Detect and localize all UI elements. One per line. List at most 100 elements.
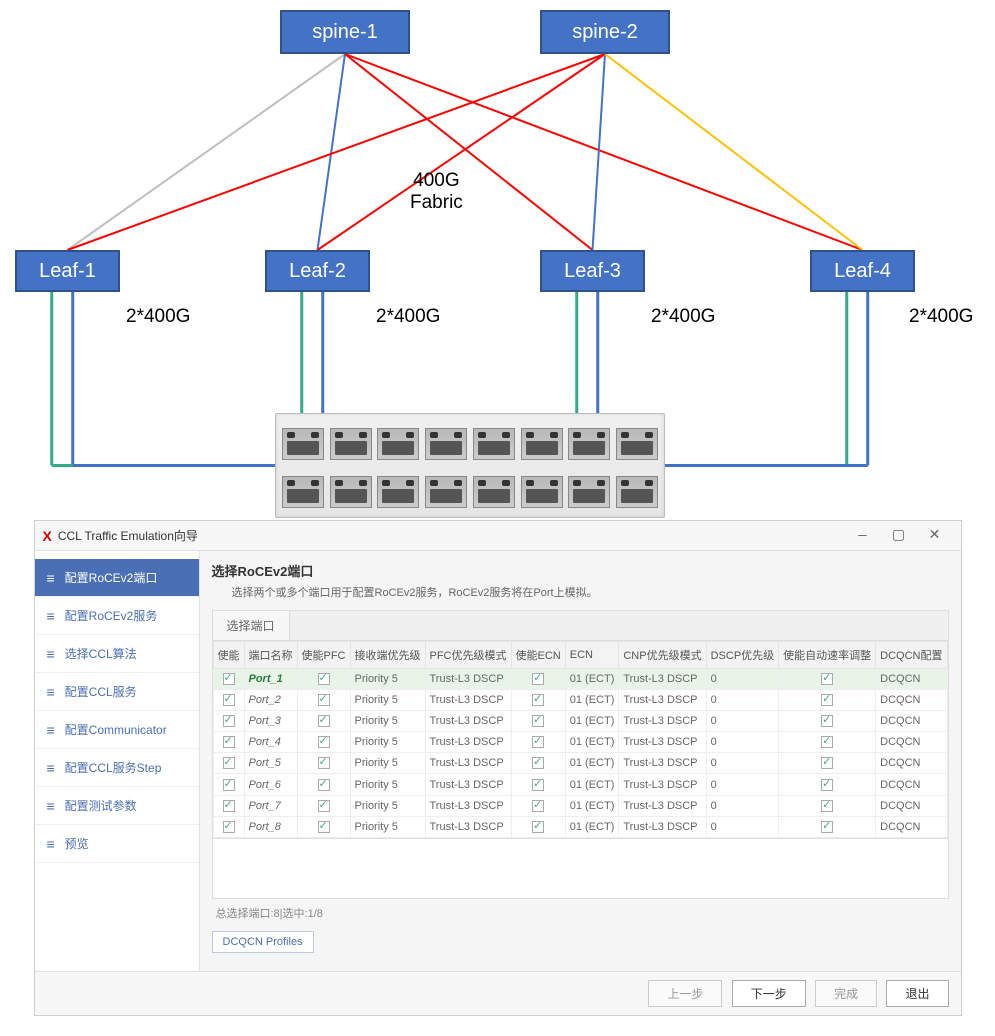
checkbox-icon[interactable] [532,800,544,812]
checkbox-icon[interactable] [821,821,833,833]
finish-button[interactable]: 完成 [815,980,877,1007]
table-row[interactable]: Port_3Priority 5Trust-L3 DSCP01 (ECT)Tru… [213,711,947,732]
sidebar-item-1[interactable]: ≡ 配置RoCEv2服务 [35,597,199,635]
sidebar-item-label: 配置Communicator [65,721,167,738]
menu-icon: ≡ [47,608,55,624]
checkbox-icon[interactable] [318,736,330,748]
sidebar-item-label: 配置RoCEv2服务 [65,607,158,624]
next-button[interactable]: 下一步 [732,980,806,1007]
table-row[interactable]: Port_6Priority 5Trust-L3 DSCP01 (ECT)Tru… [213,774,947,795]
column-header[interactable]: DCQCN配置 [876,642,947,669]
prev-button[interactable]: 上一步 [648,980,722,1007]
sidebar-item-5[interactable]: ≡配置CCL服务Step [35,749,199,787]
table-row[interactable]: Port_2Priority 5Trust-L3 DSCP01 (ECT)Tru… [213,690,947,711]
table-row[interactable]: Port_1Priority 5Trust-L3 DSCP01 (ECT)Tru… [213,669,947,690]
exit-button[interactable]: 退出 [886,980,948,1007]
sidebar-item-label: 配置测试参数 [65,797,137,814]
table-row[interactable]: Port_4Priority 5Trust-L3 DSCP01 (ECT)Tru… [213,732,947,753]
wizard-sidebar: ≡配置RoCEv2端口≡配置RoCEv2服务≡选择CCL算法≡配置CCL服务≡配… [35,551,200,971]
column-header[interactable]: 接收端优先级 [350,642,425,669]
sidebar-item-label: 选择CCL算法 [65,645,137,662]
device-port [282,476,324,508]
menu-icon: ≡ [47,836,55,852]
table-row[interactable]: Port_7Priority 5Trust-L3 DSCP01 (ECT)Tru… [213,795,947,816]
device-port [425,476,467,508]
brand-icon: X [43,528,52,544]
checkbox-icon[interactable] [318,715,330,727]
device-port [473,476,515,508]
column-header[interactable]: ECN [565,642,619,669]
tab-strip: 选择端口 [212,610,949,640]
tab-select-ports[interactable]: 选择端口 [213,611,290,640]
menu-icon: ≡ [47,760,55,776]
checkbox-icon[interactable] [532,736,544,748]
device-port [521,476,563,508]
menu-icon: ≡ [47,646,55,662]
checkbox-icon[interactable] [318,821,330,833]
minimize-button[interactable]: — [845,528,881,544]
leaf-node-leaf-3: Leaf-3 [540,250,645,292]
checkbox-icon[interactable] [821,673,833,685]
dcqcn-profiles-button[interactable]: DCQCN Profiles [212,931,314,953]
checkbox-icon[interactable] [318,800,330,812]
checkbox-icon[interactable] [821,757,833,769]
checkbox-icon[interactable] [223,800,235,812]
column-header[interactable]: 使能ECN [511,642,565,669]
menu-icon: ≡ [47,570,55,586]
checkbox-icon[interactable] [223,694,235,706]
sidebar-item-6[interactable]: ≡配置测试参数 [35,787,199,825]
sidebar-item-3[interactable]: ≡配置CCL服务 [35,673,199,711]
checkbox-icon[interactable] [318,757,330,769]
checkbox-icon[interactable] [821,715,833,727]
checkbox-icon[interactable] [821,779,833,791]
device-port [377,476,419,508]
table-row[interactable]: Port_5Priority 5Trust-L3 DSCP01 (ECT)Tru… [213,753,947,774]
column-header[interactable]: 使能PFC [297,642,350,669]
checkbox-icon[interactable] [318,779,330,791]
checkbox-icon[interactable] [821,800,833,812]
checkbox-icon[interactable] [821,694,833,706]
checkbox-icon[interactable] [532,821,544,833]
menu-icon: ≡ [47,684,55,700]
checkbox-icon[interactable] [532,757,544,769]
column-header[interactable]: 使能自动速率调整 [779,642,876,669]
checkbox-icon[interactable] [223,715,235,727]
column-header[interactable]: DSCP优先级 [706,642,779,669]
checkbox-icon[interactable] [532,673,544,685]
device-port [616,428,658,460]
sidebar-item-label: 预览 [65,835,89,852]
close-button[interactable]: ✕ [917,527,953,544]
checkbox-icon[interactable] [532,779,544,791]
sidebar-item-4[interactable]: ≡配置Communicator [35,711,199,749]
sidebar-item-2[interactable]: ≡ 选择CCL算法 [35,635,199,673]
checkbox-icon[interactable] [223,779,235,791]
checkbox-icon[interactable] [318,673,330,685]
leaf-node-leaf-4: Leaf-4 [810,250,915,292]
dialog-titlebar: X CCL Traffic Emulation向导 — ▢ ✕ [35,521,961,551]
network-topology-diagram: spine-1spine-2Leaf-1Leaf-2Leaf-3Leaf-42*… [0,0,995,520]
checkbox-icon[interactable] [223,757,235,769]
device-port [282,428,324,460]
selection-status: 总选择端口:8|选中:1/8 [212,899,949,927]
checkbox-icon[interactable] [318,694,330,706]
checkbox-icon[interactable] [532,715,544,727]
checkbox-icon[interactable] [223,821,235,833]
checkbox-icon[interactable] [223,736,235,748]
column-header[interactable]: 使能 [213,642,244,669]
column-header[interactable]: 端口名称 [244,642,297,669]
leaf-link-label: 2*400G [909,306,973,328]
checkbox-icon[interactable] [821,736,833,748]
leaf-link-label: 2*400G [126,306,190,328]
spine-node-spine-1: spine-1 [280,10,410,54]
port-table-wrapper: 使能端口名称使能PFC接收端优先级PFC优先级模式使能ECNECNCNP优先级模… [212,640,949,839]
wizard-dialog: X CCL Traffic Emulation向导 — ▢ ✕ ≡配置RoCEv… [34,520,962,1016]
column-header[interactable]: PFC优先级模式 [425,642,511,669]
table-row[interactable]: Port_8Priority 5Trust-L3 DSCP01 (ECT)Tru… [213,816,947,837]
content-subheading: 选择两个或多个端口用于配置RoCEv2服务，RoCEv2服务将在Port上模拟。 [212,584,949,600]
checkbox-icon[interactable] [532,694,544,706]
column-header[interactable]: CNP优先级模式 [619,642,706,669]
sidebar-item-7[interactable]: ≡ 预览 [35,825,199,863]
sidebar-item-0[interactable]: ≡配置RoCEv2端口 [35,559,199,597]
maximize-button[interactable]: ▢ [881,527,917,544]
checkbox-icon[interactable] [223,673,235,685]
